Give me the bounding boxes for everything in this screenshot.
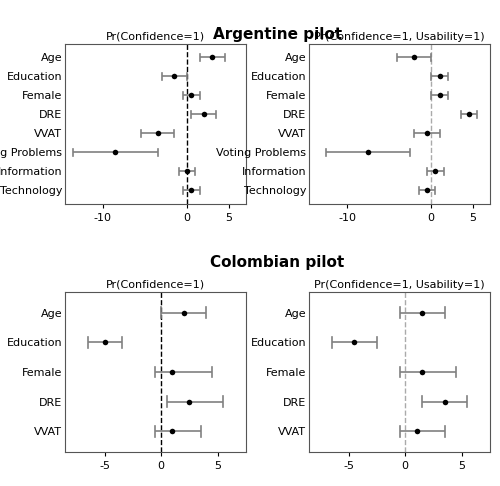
Title: Pr(Confidence=1): Pr(Confidence=1)	[106, 32, 205, 42]
Text: Colombian pilot: Colombian pilot	[210, 255, 344, 270]
Title: Pr(Confidence=1, Usability=1): Pr(Confidence=1, Usability=1)	[314, 280, 485, 290]
Text: Argentine pilot: Argentine pilot	[213, 27, 342, 42]
Title: Pr(Confidence=1, Usability=1): Pr(Confidence=1, Usability=1)	[314, 32, 485, 42]
Title: Pr(Confidence=1): Pr(Confidence=1)	[106, 280, 205, 290]
